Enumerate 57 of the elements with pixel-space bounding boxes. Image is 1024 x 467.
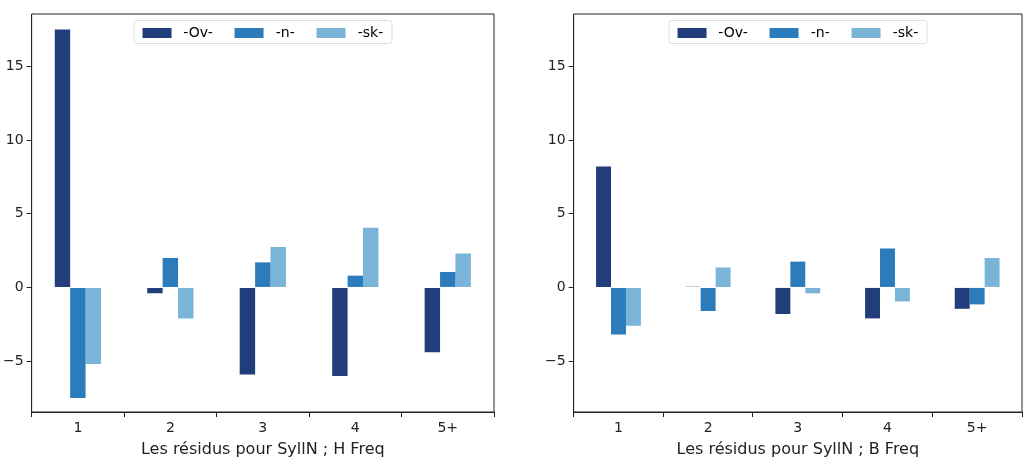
bar	[332, 287, 348, 376]
y-tick-label: 0	[556, 278, 566, 295]
y-tick-label: 5	[14, 204, 24, 221]
x-tick-label: 1	[614, 419, 623, 436]
bar	[162, 257, 179, 287]
bar	[347, 275, 363, 287]
bar	[255, 262, 271, 287]
bar	[363, 227, 379, 287]
bar	[455, 253, 471, 287]
x-tick-label: 2	[165, 419, 175, 436]
bar	[70, 287, 86, 398]
y-tick-label: 15	[547, 56, 566, 73]
x-tick-label: 3	[258, 419, 268, 436]
y-tick-label: 15	[5, 56, 24, 73]
y-tick-label: 0	[14, 278, 24, 295]
x-tick-label: 1	[73, 419, 83, 436]
y-tick-label: 10	[547, 130, 566, 147]
bar	[596, 166, 611, 287]
legend-label: -Ov-	[717, 24, 748, 40]
bar	[54, 29, 71, 287]
bar	[270, 246, 286, 287]
x-axis-title: Les résidus pour SyllN ; B Freq	[676, 438, 920, 458]
bar	[865, 287, 881, 319]
legend-label: -sk-	[356, 24, 384, 40]
legend-label: -n-	[809, 24, 830, 40]
bar	[611, 287, 626, 335]
y-tick-label: −5	[545, 351, 566, 368]
bar	[984, 257, 1000, 287]
bar	[805, 287, 821, 294]
legend-label: -sk-	[891, 24, 919, 40]
legend-label: -Ov-	[182, 24, 213, 40]
x-tick-label: 2	[703, 419, 713, 436]
x-axis-title: Les résidus pour SyllN ; H Freq	[140, 438, 385, 458]
bar	[85, 287, 101, 365]
y-tick-label: −5	[3, 351, 24, 368]
bar	[239, 287, 256, 375]
bar	[775, 287, 791, 314]
bar	[969, 287, 985, 305]
bar	[424, 287, 441, 353]
legend-label: -n-	[274, 24, 295, 40]
bar	[625, 287, 641, 326]
bar	[178, 287, 194, 319]
bar	[880, 248, 895, 287]
bar	[894, 287, 910, 302]
bar	[715, 267, 731, 287]
bar	[147, 287, 163, 294]
y-tick-label: 10	[5, 130, 24, 147]
x-tick-label: 5+	[966, 419, 988, 436]
bar	[954, 287, 970, 309]
x-tick-label: 3	[793, 419, 803, 436]
bar	[700, 287, 716, 312]
x-tick-label: 5+	[437, 419, 459, 436]
x-tick-label: 4	[883, 419, 893, 436]
y-tick-label: 5	[556, 204, 566, 221]
bar	[440, 271, 456, 287]
x-tick-label: 4	[350, 419, 360, 436]
bar	[790, 261, 806, 287]
